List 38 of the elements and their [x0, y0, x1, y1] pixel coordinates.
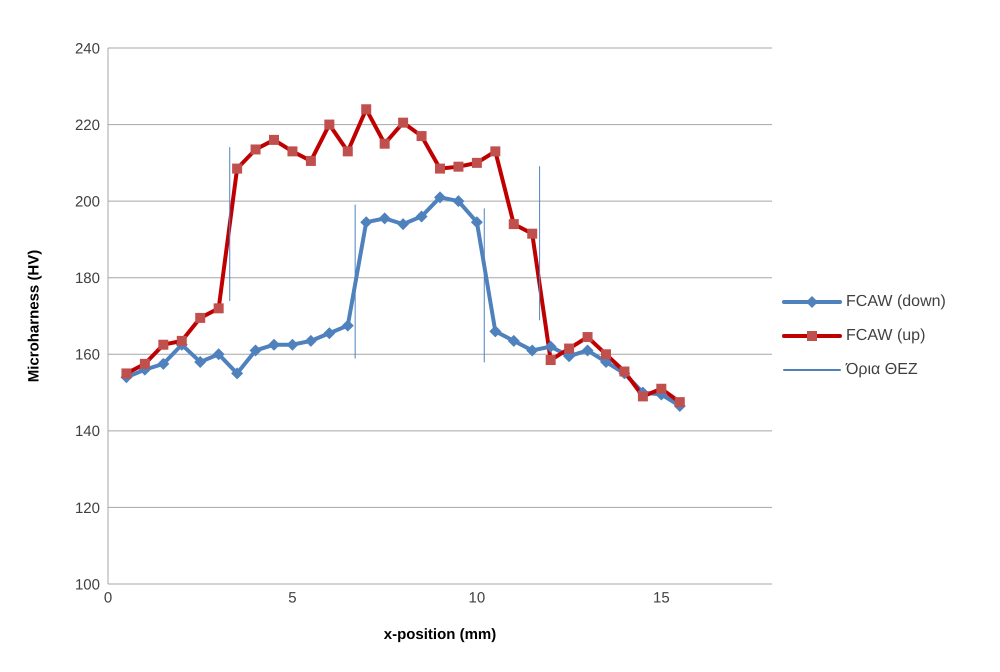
x-tick-label: 15	[652, 590, 670, 607]
y-tick-label: 240	[74, 40, 100, 58]
legend-label: FCAW (up)	[846, 327, 926, 345]
point	[194, 356, 206, 368]
point	[544, 340, 557, 353]
point	[231, 367, 244, 380]
point	[268, 338, 280, 351]
x-tick-label: 5	[288, 590, 297, 607]
y-tick-label: 160	[74, 346, 100, 364]
y-tick-label: 200	[74, 193, 100, 210]
y-axis-title: Microharness (HV)	[25, 250, 42, 382]
point	[397, 218, 410, 230]
point	[434, 191, 446, 204]
point	[157, 358, 170, 370]
point	[250, 344, 262, 356]
y-tick-label: 180	[74, 270, 100, 288]
point	[526, 344, 538, 356]
point	[508, 334, 520, 347]
x-tick-label: 10	[468, 590, 486, 607]
point	[582, 344, 594, 356]
x-tick-label: 0	[104, 590, 112, 607]
legend-label: Όρια ΘΕΖ	[846, 361, 918, 379]
point	[470, 216, 483, 228]
y-tick-label: 220	[74, 116, 100, 134]
y-tick-label: 120	[74, 500, 100, 517]
point	[416, 210, 428, 222]
point	[212, 348, 225, 360]
y-tick-label: 100	[74, 576, 100, 594]
point	[304, 334, 317, 347]
point	[452, 195, 464, 208]
point	[323, 327, 336, 340]
y-tick-label: 140	[74, 423, 100, 440]
point	[489, 325, 502, 338]
legend-label: FCAW (down)	[846, 293, 946, 311]
point	[360, 216, 372, 228]
point	[378, 212, 391, 224]
x-axis-title: x-position (mm)	[384, 626, 496, 643]
point	[342, 320, 354, 332]
